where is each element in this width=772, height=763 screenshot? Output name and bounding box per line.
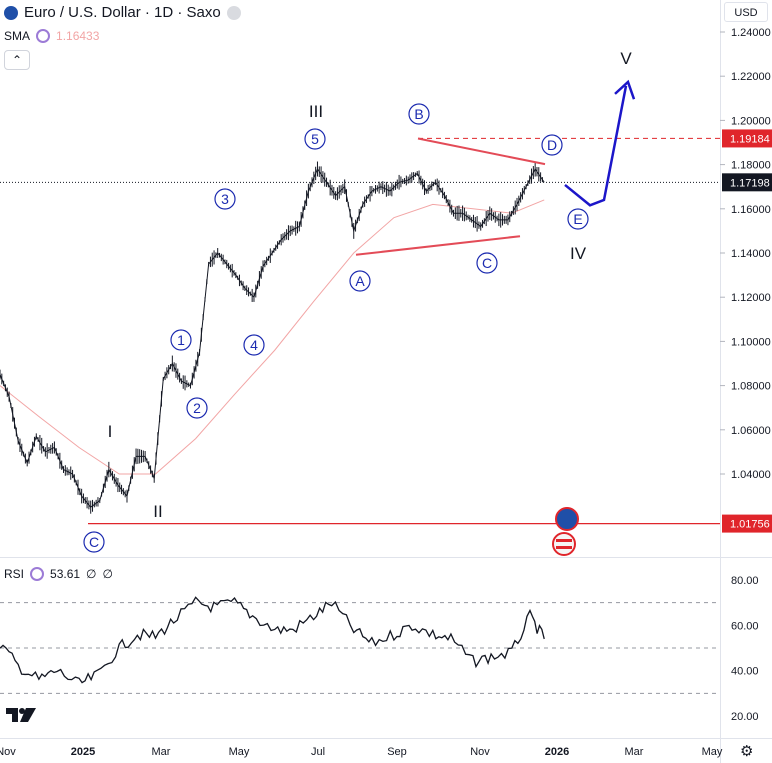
currency-button[interactable]: USD xyxy=(724,2,768,22)
wave-label-circled: 1 xyxy=(177,332,185,348)
settings-gear-icon[interactable]: ⚙ xyxy=(740,743,754,760)
rsi-tick-label: 80.00 xyxy=(731,575,759,587)
wave-circle xyxy=(408,103,430,125)
wave-label-degree: IV xyxy=(570,244,587,263)
sma-label: SMA xyxy=(4,29,31,43)
wave-label-degree: I xyxy=(108,422,113,441)
price-tick-label: 1.22000 xyxy=(731,71,771,83)
wave-label-circled: E xyxy=(573,211,582,227)
triangle-upper-line xyxy=(417,137,546,166)
price-label-text: 1.19184 xyxy=(730,133,770,145)
price-label-text: 1.17198 xyxy=(730,177,770,189)
wave-label-circled: 2 xyxy=(193,400,201,416)
wave-circle xyxy=(186,397,208,419)
tradingview-logo-icon xyxy=(6,708,36,722)
wave-label-circled: B xyxy=(414,106,423,122)
price-tick-label: 1.08000 xyxy=(731,381,771,393)
price-label-text: 1.01756 xyxy=(730,519,770,531)
wave-label-circled: 4 xyxy=(250,337,258,353)
rsi-pane xyxy=(0,596,720,694)
wave-label-circled: D xyxy=(547,137,557,153)
collapse-legend-button[interactable]: ⌃ xyxy=(4,50,30,70)
price-tick-label: 1.18000 xyxy=(731,160,771,172)
wave-circle xyxy=(567,208,589,230)
time-axis-label: Nov xyxy=(0,746,16,758)
wave-label-circled: C xyxy=(482,255,492,271)
wave-label-circled: C xyxy=(89,534,99,550)
us-event-icon xyxy=(552,532,576,556)
time-axis-label: May xyxy=(229,746,250,758)
wave-circle xyxy=(83,531,105,553)
time-axis-label: May xyxy=(702,746,723,758)
price-tick-label: 1.16000 xyxy=(731,204,771,216)
market-status-icon xyxy=(226,5,241,20)
triangle-lower-line xyxy=(355,235,521,256)
wave-circle xyxy=(170,329,192,351)
price-label-box xyxy=(722,129,772,148)
projection-arrowhead xyxy=(614,79,636,100)
rsi-settings-icon[interactable] xyxy=(30,567,45,581)
sma-legend[interactable]: SMA 1.16433 xyxy=(4,29,99,43)
wave-label-degree: III xyxy=(309,102,323,121)
time-axis-label: Nov xyxy=(470,746,490,758)
price-tick-label: 1.14000 xyxy=(731,248,771,260)
indicator-settings-icon[interactable] xyxy=(36,29,51,43)
price-tick-label: 1.24000 xyxy=(731,27,771,39)
wave-circle xyxy=(243,334,265,356)
wave-circle xyxy=(541,134,563,156)
price-tick-label: 1.20000 xyxy=(731,115,771,127)
symbol-title: Euro / U.S. Dollar · 1D · Saxo xyxy=(24,4,221,21)
wave-label-degree: II xyxy=(153,502,162,521)
price-tick-label: 1.12000 xyxy=(731,292,771,304)
rsi-legend[interactable]: RSI 53.61 ∅ ∅ xyxy=(4,567,113,581)
wave-circle xyxy=(214,188,236,210)
time-axis-label: 2025 xyxy=(71,746,95,758)
price-tick-label: 1.06000 xyxy=(731,425,771,437)
rsi-extra-2: ∅ xyxy=(102,567,113,581)
sma-value: 1.16433 xyxy=(56,29,100,43)
rsi-tick-label: 60.00 xyxy=(731,620,759,632)
wave-circle xyxy=(349,270,371,292)
euro-flag-icon xyxy=(4,5,18,20)
time-axis-label: Jul xyxy=(311,746,325,758)
price-pane xyxy=(0,137,720,525)
rsi-tick-label: 40.00 xyxy=(731,666,759,678)
rsi-tick-label: 20.00 xyxy=(731,711,759,723)
price-series-line xyxy=(0,167,545,508)
time-axis-label: Sep xyxy=(387,746,407,758)
eu-event-icon xyxy=(555,507,579,531)
rsi-extra-1: ∅ xyxy=(86,567,97,581)
price-label-box xyxy=(722,514,772,533)
price-tick-label: 1.10000 xyxy=(731,336,771,348)
rsi-line xyxy=(0,596,545,684)
wave-label-circled: 5 xyxy=(311,131,319,147)
rsi-label: RSI xyxy=(4,567,25,581)
rsi-value: 53.61 xyxy=(50,567,81,581)
wave-projection-line xyxy=(564,85,628,207)
time-axis-label: Mar xyxy=(625,746,644,758)
wave-label-circled: A xyxy=(355,273,365,289)
time-axis-label: 2026 xyxy=(545,746,569,758)
sma-line xyxy=(0,199,545,475)
symbol-header[interactable]: Euro / U.S. Dollar · 1D · Saxo xyxy=(4,4,241,21)
time-axis-label: Mar xyxy=(152,746,171,758)
wave-circle xyxy=(304,128,326,150)
price-tick-label: 1.04000 xyxy=(731,469,771,481)
wave-circle xyxy=(476,252,498,274)
wave-label-degree: V xyxy=(620,49,632,68)
wave-label-circled: 3 xyxy=(221,191,229,207)
price-label-box xyxy=(722,173,772,192)
us-flag-stripe xyxy=(556,546,572,549)
us-flag-stripe xyxy=(556,539,572,542)
